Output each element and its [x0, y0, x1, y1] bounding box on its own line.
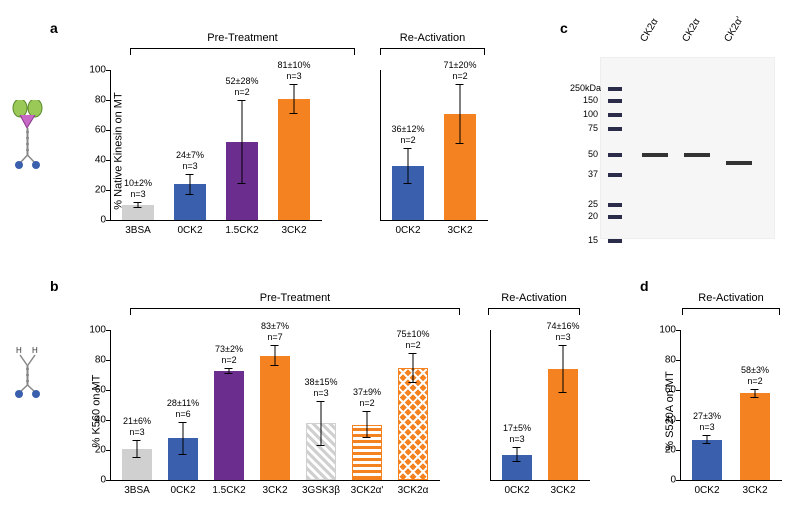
xtick: 3CK2α': [351, 485, 384, 496]
gel-mw-label: 50: [570, 149, 598, 159]
bar-n-label: n=3: [160, 161, 220, 171]
bar-value-label: 73±2%: [199, 344, 259, 354]
ytick: 80: [88, 355, 106, 366]
bar-value-label: 10±2%: [108, 178, 168, 188]
xtick: 3CK2: [447, 225, 472, 236]
xtick: 0CK2: [694, 485, 719, 496]
ytick: 0: [88, 215, 106, 226]
xtick: 0CK2: [395, 225, 420, 236]
bar-value-label: 74±16%: [533, 321, 593, 331]
bar-n-label: n=3: [107, 427, 167, 437]
bar: [398, 368, 428, 481]
bar-n-label: n=7: [245, 332, 305, 342]
xtick: 3CK2: [262, 485, 287, 496]
bracket-label: Re-Activation: [501, 292, 566, 304]
bar: [260, 356, 290, 481]
gel-lane-label: CK2α': [722, 15, 745, 44]
bar: [740, 393, 770, 480]
ytick: 100: [88, 65, 106, 76]
bracket-label: Re-Activation: [698, 292, 763, 304]
ytick: 0: [88, 475, 106, 486]
xtick: 0CK2: [177, 225, 202, 236]
gel-mw-label: 150: [570, 95, 598, 105]
xtick: 3CK2: [550, 485, 575, 496]
gel-mw-label: 250kDa: [570, 83, 598, 93]
bar-value-label: 75±10%: [383, 329, 443, 339]
bar-value-label: 24±7%: [160, 150, 220, 160]
bar-n-label: n=3: [108, 189, 168, 199]
bar-n-label: n=3: [677, 422, 737, 432]
xtick: 0CK2: [170, 485, 195, 496]
gel-mw-label: 20: [570, 211, 598, 221]
bar-value-label: 36±12%: [378, 124, 438, 134]
bar-value-label: 27±3%: [677, 411, 737, 421]
bar-n-label: n=2: [383, 340, 443, 350]
bar-n-label: n=3: [264, 71, 324, 81]
gel-lane-label: CK2α: [680, 17, 702, 44]
bar-value-label: 17±5%: [487, 423, 547, 433]
ytick: 20: [88, 185, 106, 196]
bar-value-label: 52±28%: [212, 76, 272, 86]
bar-n-label: n=2: [212, 87, 272, 97]
ytick: 80: [88, 95, 106, 106]
xtick: 3BSA: [125, 225, 151, 236]
bar-value-label: 28±11%: [153, 398, 213, 408]
panel-a-chart: Pre-TreatmentRe-Activation020406080100% …: [0, 30, 540, 250]
panel-d-chart: Re-Activation020406080100% S520A on MT27…: [640, 290, 800, 510]
bar-n-label: n=2: [199, 355, 259, 365]
gel-mw-label: 25: [570, 199, 598, 209]
gel-mw-label: 75: [570, 123, 598, 133]
panel-c-gel: CK2αCK2αCK2α'250kDa150100755037252015: [570, 35, 780, 245]
bar-n-label: n=3: [533, 332, 593, 342]
ytick: 0: [658, 475, 676, 486]
gel-mw-label: 37: [570, 169, 598, 179]
gel-lane-label: CK2α: [638, 17, 660, 44]
bar: [692, 440, 722, 481]
bar-n-label: n=2: [378, 135, 438, 145]
bar-n-label: n=3: [487, 434, 547, 444]
xtick: 0CK2: [504, 485, 529, 496]
xtick: 1.5CK2: [212, 485, 245, 496]
bar-value-label: 37±9%: [337, 387, 397, 397]
bracket-label: Pre-Treatment: [260, 292, 331, 304]
bar-value-label: 58±3%: [725, 365, 785, 375]
bar-value-label: 71±20%: [430, 60, 490, 70]
ylabel: % K560 on MT: [90, 375, 102, 448]
ytick: 80: [658, 355, 676, 366]
bar-n-label: n=2: [430, 71, 490, 81]
ytick: 100: [658, 325, 676, 336]
xtick: 3BSA: [124, 485, 150, 496]
bar-n-label: n=6: [153, 409, 213, 419]
bar-value-label: 38±15%: [291, 377, 351, 387]
xtick: 3CK2: [281, 225, 306, 236]
bar-n-label: n=2: [725, 376, 785, 386]
ytick: 100: [88, 325, 106, 336]
xtick: 3GSK3β: [302, 485, 340, 496]
xtick: 1.5CK2: [225, 225, 258, 236]
bracket-label: Pre-Treatment: [207, 32, 278, 44]
ylabel: % S520A on MT: [664, 371, 676, 451]
bar-value-label: 83±7%: [245, 321, 305, 331]
xtick: 3CK2α: [398, 485, 429, 496]
gel-mw-label: 15: [570, 235, 598, 245]
bar: [214, 371, 244, 481]
ytick: 40: [88, 155, 106, 166]
bar-value-label: 81±10%: [264, 60, 324, 70]
panel-label-c: c: [560, 20, 568, 36]
ytick: 60: [88, 125, 106, 136]
bar: [278, 99, 310, 221]
bar-n-label: n=2: [337, 398, 397, 408]
panel-b-chart: Pre-TreatmentRe-Activation020406080100% …: [0, 290, 620, 510]
gel-mw-label: 100: [570, 109, 598, 119]
xtick: 3CK2: [742, 485, 767, 496]
bracket-label: Re-Activation: [400, 32, 465, 44]
